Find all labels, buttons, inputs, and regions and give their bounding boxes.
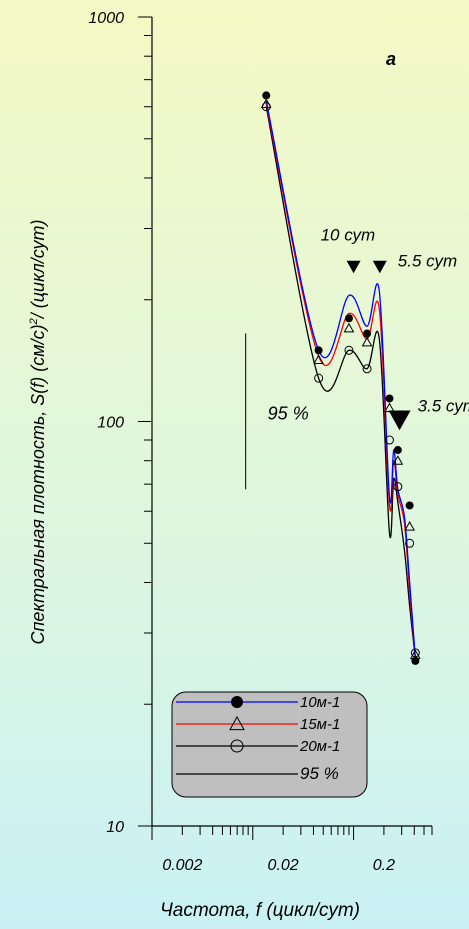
- period-annotations: 10 сут 5.5 сут 3.5 сут: [321, 226, 469, 431]
- legend-label: 15м-1: [300, 716, 340, 733]
- data-point: [313, 354, 324, 364]
- legend-marker: [230, 739, 244, 753]
- series-lines: [265, 100, 416, 659]
- data-point: [393, 482, 403, 492]
- data-point: [384, 435, 394, 445]
- data-point: [361, 336, 373, 347]
- data-point: [314, 346, 323, 355]
- data-point: [405, 538, 415, 548]
- data-point: [384, 402, 395, 413]
- axis-tick-labels: 10 100 1000 0.002 0.02 0.2: [88, 10, 395, 874]
- series-line: [265, 106, 416, 659]
- series-line: [265, 103, 416, 659]
- data-point: [343, 322, 355, 333]
- data-point: [409, 649, 421, 659]
- data-point: [410, 648, 420, 658]
- data-point: [344, 345, 354, 355]
- axis-ticks: [138, 16, 433, 840]
- data-point: [362, 364, 372, 374]
- data-point: [405, 501, 414, 510]
- annotation-label: 3.5 сут: [418, 397, 469, 416]
- annotation-marker: [346, 260, 361, 274]
- x-axis-label: Частота, f (цикл/сут): [160, 900, 360, 921]
- x-tick-label: 0.002: [162, 857, 202, 874]
- panel-label: a: [386, 49, 396, 69]
- y-tick-label: 10: [106, 819, 124, 836]
- legend-entries: 10м-1 15м-1 20м-1 95 %: [176, 694, 340, 783]
- data-point: [344, 314, 353, 323]
- data-point: [363, 329, 372, 338]
- y-tick-label: 1000: [88, 10, 124, 27]
- y-axis-label: Спектральная плотность, S(f) (см/с)2/ (ц…: [28, 219, 48, 644]
- data-point: [261, 102, 271, 112]
- data-point: [393, 446, 402, 455]
- legend-box: [171, 691, 368, 798]
- x-tick-label: 0.2: [373, 857, 395, 874]
- series-markers: [260, 91, 421, 665]
- annotation-marker: [388, 410, 411, 431]
- x-tick-label: 0.02: [268, 857, 299, 874]
- data-point: [385, 394, 394, 403]
- data-point: [404, 520, 415, 531]
- data-point: [314, 373, 324, 383]
- annotation-marker: [372, 260, 387, 274]
- legend-marker: [231, 696, 243, 708]
- series-line: [265, 100, 416, 659]
- annotation-label: 5.5 сут: [398, 252, 457, 271]
- legend-label: 20м-1: [299, 738, 340, 755]
- legend-marker: [229, 715, 245, 731]
- legend: 10м-1 15м-1 20м-1 95 %: [171, 691, 368, 798]
- y-tick-label: 100: [97, 415, 124, 432]
- legend-label: 10м-1: [300, 694, 340, 711]
- annotation-label: 10 сут: [321, 226, 376, 245]
- legend-label: 95 %: [300, 764, 339, 783]
- data-point: [262, 91, 271, 100]
- confidence-interval-label: 95 %: [268, 403, 309, 423]
- data-point: [392, 455, 404, 465]
